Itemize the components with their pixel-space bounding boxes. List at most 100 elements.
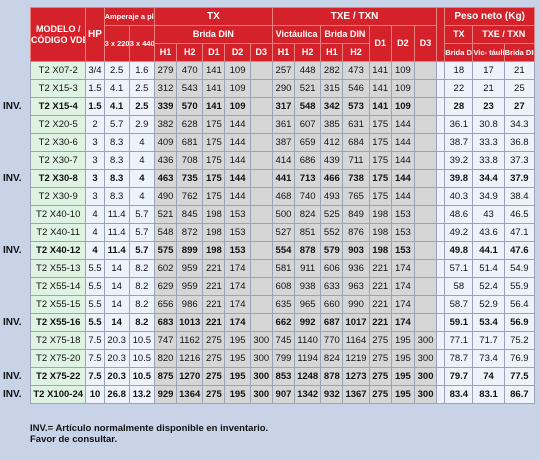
txe-d3-header: D3: [413, 25, 438, 62]
value-cell: 633: [320, 277, 344, 296]
value-cell: 2.9: [128, 115, 155, 134]
model-cell: T2 X55-14: [29, 277, 87, 296]
value-cell: 300: [249, 367, 273, 386]
value-cell: 911: [294, 259, 322, 278]
value-cell: 824: [320, 349, 344, 368]
spacer-header: [436, 7, 446, 62]
model-cell: T2 X30-9: [29, 187, 87, 206]
value-cell: 436: [153, 151, 178, 170]
value-cell: 144: [390, 133, 415, 152]
value-cell: 606: [320, 259, 344, 278]
value-cell: [413, 277, 438, 296]
value-cell: 7.5: [85, 331, 105, 350]
value-cell: 1194: [294, 349, 322, 368]
value-cell: [413, 97, 438, 116]
tx-h1-header: H1: [153, 43, 178, 62]
value-cell: 521: [153, 205, 178, 224]
value-cell: [249, 97, 273, 116]
value-cell: 300: [413, 349, 438, 368]
value-cell: 73.4: [472, 349, 505, 368]
value-cell: 39.2: [444, 151, 474, 170]
table-row: T2 X55-13 5.5 14 8.2 602 959 221 174 581 911 606 93…: [29, 259, 536, 278]
value-cell: 11.4: [103, 223, 130, 242]
value-cell: 109: [390, 79, 415, 98]
value-cell: 14: [103, 277, 130, 296]
model-cell: T2 X75-20: [29, 349, 87, 368]
value-cell: [413, 151, 438, 170]
model-cell: T2 X40-10: [29, 205, 87, 224]
value-cell: 141: [202, 97, 226, 116]
value-cell: 543: [176, 79, 204, 98]
value-cell: 662: [271, 313, 296, 332]
value-cell: [413, 169, 438, 188]
value-cell: 490: [153, 187, 178, 206]
value-cell: 300: [413, 367, 438, 386]
value-cell: 8.2: [128, 259, 155, 278]
value-cell: 47.6: [503, 241, 536, 260]
value-cell: 144: [224, 151, 251, 170]
value-cell: 1219: [342, 349, 370, 368]
value-cell: 174: [224, 295, 251, 314]
value-cell: 13.2: [128, 385, 155, 404]
weight-brida-din2-header: Brida DIN: [503, 43, 536, 62]
value-cell: 339: [153, 97, 178, 116]
value-cell: 8.3: [103, 169, 130, 188]
value-cell: 153: [390, 205, 415, 224]
value-cell: 8.2: [128, 313, 155, 332]
value-cell: 473: [342, 61, 370, 80]
value-cell: 10.5: [128, 367, 155, 386]
table-row: T2 X40-12 4 11.4 5.7 575 899 198 153 554 878 579 90…: [29, 241, 536, 260]
value-cell: 765: [342, 187, 370, 206]
value-cell: 57.1: [444, 259, 474, 278]
value-cell: [413, 205, 438, 224]
value-cell: 153: [224, 205, 251, 224]
value-cell: 1.5: [85, 97, 105, 116]
value-cell: 174: [224, 259, 251, 278]
value-cell: 312: [153, 79, 178, 98]
value-cell: 195: [224, 349, 251, 368]
value-cell: 18: [444, 61, 474, 80]
value-cell: 43.6: [472, 223, 505, 242]
value-cell: 77.1: [444, 331, 474, 350]
value-cell: [249, 313, 273, 332]
value-cell: 660: [320, 295, 344, 314]
value-cell: 144: [224, 133, 251, 152]
model-cell: T2 X15-3: [29, 79, 87, 98]
value-cell: 683: [153, 313, 178, 332]
value-cell: 2: [85, 115, 105, 134]
value-cell: [249, 133, 273, 152]
value-cell: 22: [444, 79, 474, 98]
value-cell: 195: [224, 367, 251, 386]
weight-header: Peso neto (Kg): [444, 7, 535, 26]
value-cell: 932: [320, 385, 344, 404]
table-row: T2 X55-14 5.5 14 8.2 629 959 221 174 608 938 633 96…: [29, 277, 536, 296]
hp-header: HP: [85, 7, 105, 62]
value-cell: 49.2: [444, 223, 474, 242]
tx-d3-header: D3: [249, 43, 273, 62]
value-cell: [436, 385, 446, 404]
value-cell: 46.5: [503, 205, 536, 224]
value-cell: 1342: [294, 385, 322, 404]
value-cell: 602: [153, 259, 178, 278]
value-cell: [249, 79, 273, 98]
value-cell: 1140: [294, 331, 322, 350]
value-cell: 195: [224, 385, 251, 404]
value-cell: [249, 295, 273, 314]
value-cell: 1248: [294, 367, 322, 386]
value-cell: 174: [390, 259, 415, 278]
value-cell: 144: [224, 115, 251, 134]
value-cell: 738: [342, 169, 370, 188]
tx-brida-din-header: Brida DIN: [153, 25, 273, 44]
specifications-table: MODELO /CÓDIGO VDE HP Amperaje a plena c…: [29, 7, 536, 404]
value-cell: 47.1: [503, 223, 536, 242]
value-cell: 28: [444, 97, 474, 116]
value-cell: [249, 277, 273, 296]
value-cell: 382: [153, 115, 178, 134]
value-cell: 1017: [342, 313, 370, 332]
value-cell: 153: [390, 241, 415, 260]
inventory-marker: INV.: [3, 244, 22, 256]
value-cell: 144: [390, 187, 415, 206]
table-row: T2 X75-20 7.5 20.3 10.5 820 1216 275 195 300 799 1…: [29, 349, 536, 368]
inventory-markers: INV. INV. INV. INV. INV. INV.: [0, 0, 30, 420]
model-cell: T2 X75-18: [29, 331, 87, 350]
